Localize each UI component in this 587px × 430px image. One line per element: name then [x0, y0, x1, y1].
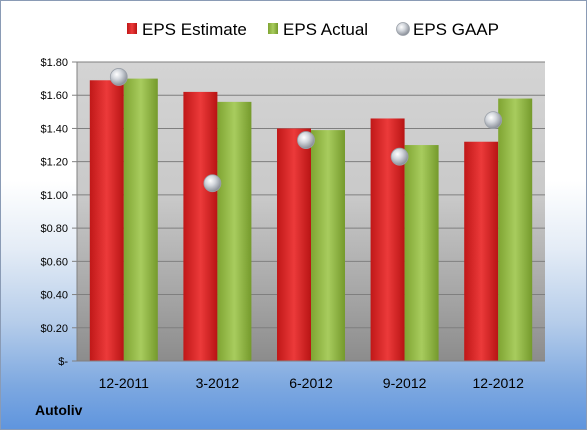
point-eps-gaap: [297, 131, 315, 149]
legend-swatch: [396, 22, 410, 36]
bar-eps-actual: [217, 101, 252, 361]
y-tick-label: $-: [58, 356, 68, 368]
x-tick-label: 3-2012: [196, 375, 240, 391]
company-name: Autoliv: [35, 402, 83, 418]
legend-eps-actual: EPS Actual: [268, 20, 368, 39]
axes: $- $0.20 $0.40 $0.60 $0.80 $1.00 $1.20 $1.40 $1.…: [40, 57, 545, 391]
x-tick-label: 12-2012: [473, 375, 525, 391]
bar-eps-actual: [404, 145, 439, 361]
bar-eps-estimate: [464, 141, 499, 361]
gaap-points: [109, 68, 503, 193]
legend-swatch: [268, 23, 278, 34]
legend-label: EPS Estimate: [142, 20, 247, 39]
y-tick-label: $0.80: [40, 223, 68, 235]
y-tick-label: $1.60: [40, 90, 68, 102]
y-tick-label: $0.60: [40, 256, 68, 268]
legend-label: EPS Actual: [283, 20, 368, 39]
bar-eps-actual: [123, 78, 158, 361]
y-tick-label: $1.80: [40, 57, 68, 69]
y-tick-label: $1.00: [40, 190, 68, 202]
point-eps-gaap: [390, 147, 409, 166]
bar-eps-estimate: [183, 91, 218, 362]
y-tick-label: $1.20: [40, 157, 68, 169]
point-eps-gaap: [203, 174, 222, 193]
bars: [89, 78, 533, 362]
point-eps-gaap: [109, 68, 128, 86]
x-tick-label: 12-2011: [99, 375, 150, 391]
bar-eps-estimate: [277, 128, 311, 361]
legend: EPS Estimate EPS Actual EPS GAAP: [127, 20, 499, 39]
bar-eps-actual: [498, 98, 533, 362]
y-tick-label: $0.40: [40, 290, 68, 302]
y-tick-label: $0.20: [40, 323, 68, 335]
legend-swatch: [127, 23, 137, 34]
legend-eps-gaap: EPS GAAP: [396, 20, 499, 39]
bar-eps-actual: [311, 130, 345, 361]
x-tick-label: 9-2012: [383, 375, 427, 391]
bar-eps-estimate: [89, 80, 124, 362]
y-tick-label: $1.40: [40, 123, 68, 135]
x-tick-label: 6-2012: [289, 375, 333, 391]
legend-label: EPS GAAP: [413, 20, 499, 39]
legend-eps-estimate: EPS Estimate: [127, 20, 247, 39]
point-eps-gaap: [484, 111, 503, 130]
